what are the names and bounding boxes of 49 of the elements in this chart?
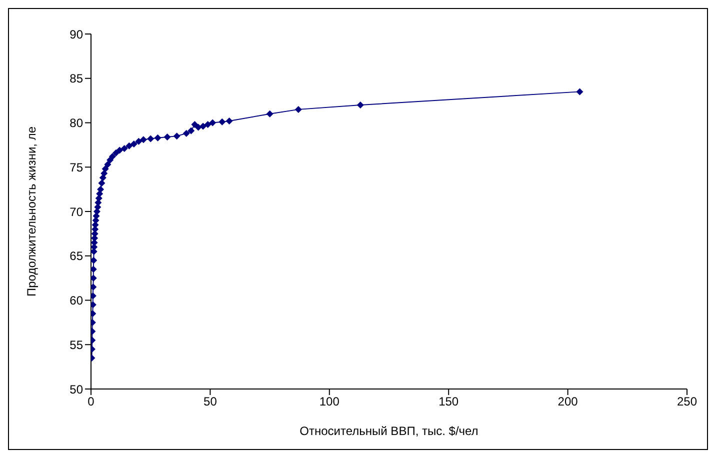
y-tick-label: 70: [70, 204, 84, 219]
y-axis-title: Продолжительность жизни, ле: [24, 126, 38, 297]
point: [116, 146, 124, 154]
point: [97, 186, 104, 193]
point: [356, 102, 364, 108]
point: [104, 160, 112, 168]
x-tick-label: 50: [204, 394, 218, 409]
point: [294, 106, 302, 113]
point: [266, 110, 274, 118]
y-tick-label: 75: [70, 160, 84, 174]
point: [108, 152, 116, 160]
x-tick-label: 150: [438, 394, 459, 409]
point: [91, 274, 97, 282]
point: [102, 165, 109, 172]
point: [98, 180, 106, 187]
point: [140, 136, 147, 144]
point: [204, 121, 212, 128]
point: [226, 117, 233, 124]
y-tick-label: 60: [70, 294, 84, 308]
y-tick-label: 55: [70, 338, 84, 352]
y-tick-label: 85: [70, 72, 84, 86]
point: [91, 256, 98, 264]
point: [91, 266, 97, 273]
point: [188, 127, 195, 134]
point: [173, 132, 180, 140]
x-tick-label: 0: [88, 394, 95, 409]
point: [209, 119, 216, 126]
point: [96, 190, 104, 198]
y-tick-label: 50: [70, 382, 84, 396]
x-tick-label: 200: [558, 394, 578, 409]
point: [91, 283, 97, 290]
point: [147, 135, 154, 142]
point: [99, 174, 106, 182]
x-tick-label: 100: [319, 394, 340, 409]
x-tick-label: 250: [676, 394, 698, 409]
x-axis-title: Относительный ВВП, тыс. $/чел: [300, 424, 478, 438]
point: [135, 138, 142, 145]
point: [120, 144, 128, 152]
y-tick-label: 80: [70, 116, 84, 130]
point: [126, 142, 133, 150]
point: [200, 122, 207, 130]
point: [218, 118, 226, 126]
point: [576, 88, 584, 96]
point: [182, 130, 190, 137]
point: [164, 133, 171, 140]
y-tick-label: 90: [70, 27, 84, 42]
point: [130, 140, 138, 148]
point: [154, 134, 162, 142]
y-tick-label: 65: [70, 249, 84, 264]
